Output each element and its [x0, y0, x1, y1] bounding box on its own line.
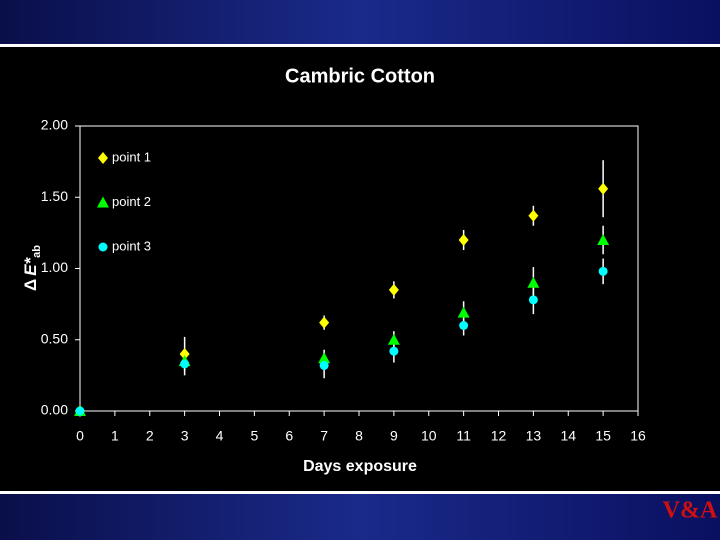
- x-tick-label: 1: [111, 428, 119, 444]
- legend-label: point 3: [112, 238, 151, 253]
- x-axis-label: Days exposure: [303, 458, 417, 475]
- x-tick-label: 8: [355, 428, 363, 444]
- data-point: [388, 283, 399, 296]
- x-tick-label: 6: [285, 428, 293, 444]
- x-tick-label: 12: [491, 428, 507, 444]
- data-point: [458, 234, 469, 246]
- data-point: [319, 360, 329, 370]
- y-label-delta: Δ: [21, 279, 40, 291]
- x-tick-label: 11: [456, 428, 471, 444]
- data-point: [597, 234, 610, 245]
- data-point: [318, 352, 331, 364]
- y-tick-label: 0.00: [41, 402, 68, 418]
- chart-title: Cambric Cotton: [285, 65, 435, 87]
- x-tick-label: 7: [320, 428, 328, 444]
- y-tick-label: 1.00: [41, 259, 68, 275]
- y-axis-label: Δ E*ab: [21, 245, 42, 291]
- y-tick-label: 0.50: [41, 330, 68, 346]
- data-point: [527, 276, 540, 288]
- data-point: [389, 346, 399, 356]
- legend-marker: [97, 196, 109, 208]
- x-tick-label: 14: [560, 428, 576, 444]
- x-tick-label: 4: [216, 428, 224, 444]
- data-point: [598, 266, 608, 276]
- data-point: [75, 406, 85, 416]
- data-point: [179, 348, 190, 360]
- legend-label: point 1: [112, 149, 151, 164]
- logo: V&A: [663, 498, 718, 524]
- x-tick-label: 0: [76, 428, 84, 444]
- y-tick-label: 1.50: [41, 188, 68, 204]
- bottom-rule: [0, 491, 720, 494]
- x-tick-label: 9: [390, 428, 398, 444]
- legend-marker: [98, 152, 108, 164]
- legend-marker: [98, 242, 108, 252]
- x-tick-label: 2: [146, 428, 154, 444]
- x-tick-label: 13: [526, 428, 542, 444]
- x-tick-label: 3: [181, 428, 189, 444]
- x-tick-label: 15: [595, 428, 611, 444]
- data-point: [528, 209, 539, 222]
- y-label-symbol: E*: [21, 256, 40, 275]
- data-point: [459, 321, 469, 330]
- top-band: [0, 0, 720, 44]
- x-tick-label: 16: [630, 428, 646, 444]
- y-tick-label: 2.00: [41, 117, 68, 133]
- data-point: [528, 295, 538, 305]
- x-tick-label: 10: [421, 428, 437, 444]
- y-label-subscript: ab: [31, 245, 43, 258]
- top-rule: [0, 44, 720, 47]
- data-point: [180, 359, 190, 369]
- data-point: [457, 306, 470, 318]
- x-tick-label: 5: [250, 428, 258, 444]
- bottom-band: [0, 494, 720, 540]
- data-point: [598, 182, 609, 195]
- data-point: [387, 333, 400, 345]
- data-point: [319, 316, 330, 329]
- legend-label: point 2: [112, 194, 151, 209]
